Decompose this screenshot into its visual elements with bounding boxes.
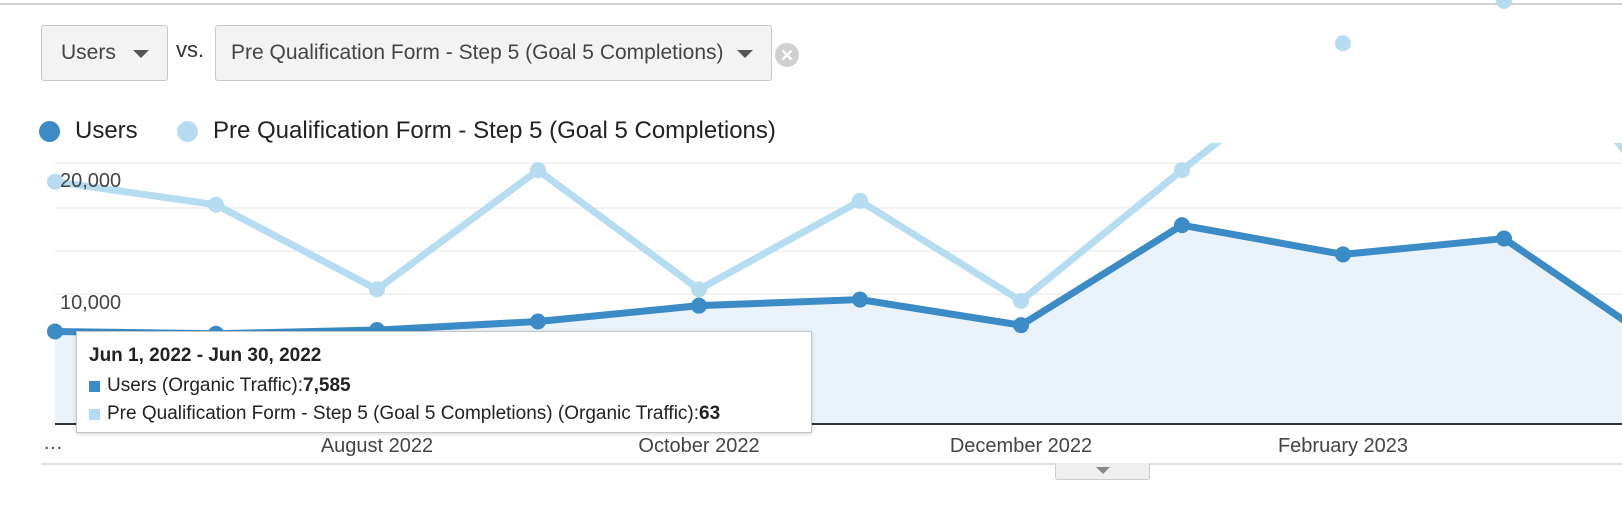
secondary-metric-label: Pre Qualification Form - Step 5 (Goal 5 … (231, 41, 724, 64)
x-tick-label: December 2022 (950, 435, 1092, 457)
chart-tooltip: Jun 1, 2022 - Jun 30, 2022 Users (Organi… (76, 331, 812, 433)
tooltip-row: Users (Organic Traffic): 7,585 (89, 372, 811, 400)
users-data-point (852, 291, 868, 308)
goal-data-point (1013, 292, 1029, 309)
x-tick-label: October 2022 (638, 435, 759, 457)
remove-comparison-button[interactable] (775, 43, 799, 67)
legend-item-users: Users (39, 116, 138, 146)
users-data-point (47, 323, 63, 340)
goal-data-point (208, 196, 224, 213)
legend-dot (177, 120, 198, 142)
x-axis-ellipsis: … (43, 432, 63, 454)
legend-item-goal: Pre Qualification Form - Step 5 (Goal 5 … (177, 116, 776, 146)
primary-metric-dropdown[interactable]: Users (41, 25, 168, 81)
top-divider (0, 3, 1622, 5)
goal-data-point (691, 281, 707, 298)
legend-dot (39, 120, 60, 142)
chevron-down-icon (737, 50, 753, 58)
goal-data-point (369, 281, 385, 298)
chevron-down-icon (1096, 467, 1110, 474)
users-data-point (1174, 217, 1190, 234)
vs-label: vs. (176, 37, 205, 62)
legend-label: Users (75, 117, 138, 144)
x-tick-label: February 2023 (1278, 435, 1408, 457)
legend-label: Pre Qualification Form - Step 5 (Goal 5 … (213, 117, 776, 144)
users-data-point (1335, 246, 1351, 263)
tooltip-row-label: Pre Qualification Form - Step 5 (Goal 5 … (107, 403, 700, 424)
tooltip-swatch (89, 408, 100, 420)
y-tick-label: 10,000 (60, 292, 121, 314)
tooltip-row: Pre Qualification Form - Step 5 (Goal 5 … (89, 400, 811, 428)
tooltip-row-value: 7,585 (303, 375, 351, 396)
tooltip-title: Jun 1, 2022 - Jun 30, 2022 (89, 345, 322, 366)
goal-data-point (1496, 0, 1512, 9)
goal-data-point (47, 173, 63, 190)
primary-metric-label: Users (61, 41, 116, 64)
tooltip-row-label: Users (Organic Traffic): (107, 375, 304, 396)
users-data-point (1496, 230, 1512, 247)
goal-data-point (1174, 162, 1190, 179)
close-icon (781, 49, 793, 61)
x-tick-label: August 2022 (321, 435, 433, 457)
goal-data-point (530, 162, 546, 179)
expand-chart-button[interactable] (1055, 463, 1150, 480)
goal-data-point (1335, 35, 1351, 52)
goal-data-point (852, 192, 868, 209)
tooltip-row-value: 63 (699, 403, 721, 424)
users-data-point (691, 297, 707, 314)
secondary-metric-dropdown[interactable]: Pre Qualification Form - Step 5 (Goal 5 … (215, 25, 772, 81)
users-data-point (530, 313, 546, 330)
users-data-point (1013, 317, 1029, 334)
y-tick-label: 20,000 (60, 170, 121, 192)
tooltip-swatch (89, 380, 100, 392)
chevron-down-icon (133, 50, 149, 58)
